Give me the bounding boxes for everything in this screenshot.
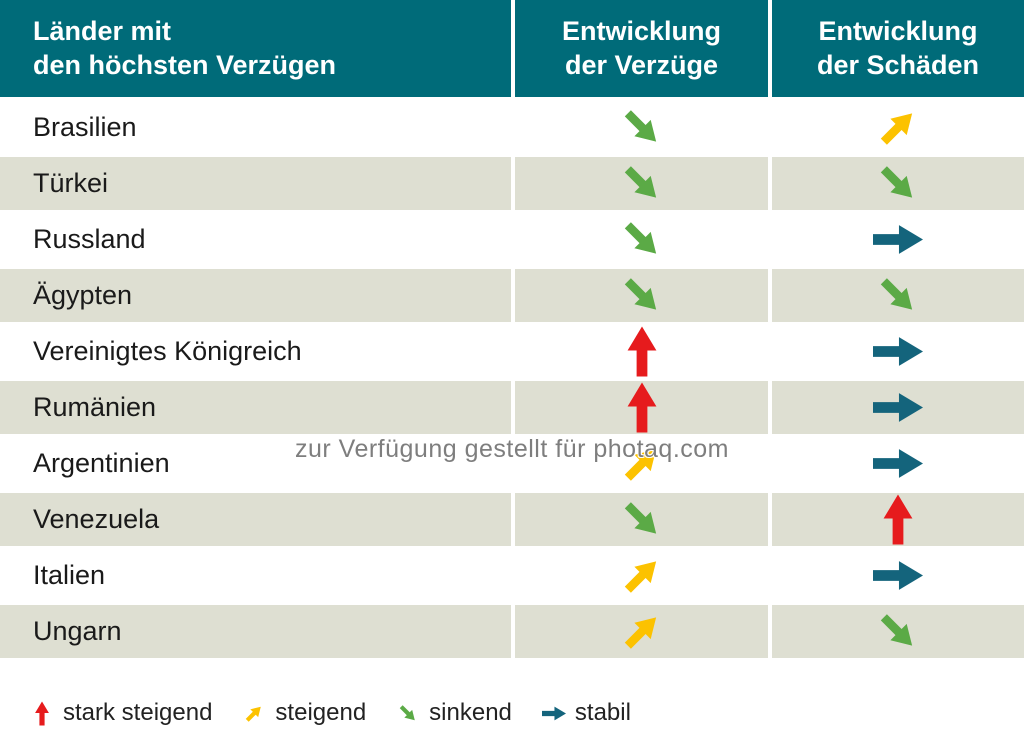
arrow-up-icon <box>627 382 656 433</box>
legend-item: sinkend <box>396 699 512 727</box>
legend-item: steigend <box>242 699 366 727</box>
schaeden-trend-cell <box>772 157 1024 210</box>
legend-item: stark steigend <box>30 699 212 727</box>
legend-item: stabil <box>541 699 631 727</box>
arrow-up-icon <box>627 326 656 377</box>
verzuege-trend-cell <box>515 101 768 154</box>
arrow-up-icon <box>35 701 49 725</box>
table-row: Brasilien <box>0 101 1024 154</box>
country-cell: Russland <box>0 213 511 266</box>
verzuege-trend-cell <box>515 157 768 210</box>
table-row: Türkei <box>0 157 1024 210</box>
table-row: Vereinigtes Königreich <box>0 325 1024 378</box>
country-cell: Venezuela <box>0 493 511 546</box>
country-cell: Türkei <box>0 157 511 210</box>
arrow-down-right-icon <box>624 110 656 142</box>
arrow-down-right-icon <box>880 166 913 198</box>
table-row: Italien <box>0 549 1024 602</box>
arrow-down-right-icon <box>880 278 913 310</box>
table-body: Brasilien Türkei Russland Ägypten Vereinigte… <box>0 101 1024 658</box>
trends-table: Länder mit den höchsten Verzügen Entwick… <box>0 0 1024 658</box>
table-row: Russland <box>0 213 1024 266</box>
table-row: Venezuela <box>0 493 1024 546</box>
arrow-down-right-icon <box>624 166 656 198</box>
table-row: Ägypten <box>0 269 1024 322</box>
country-cell: Ägypten <box>0 269 511 322</box>
arrow-up-right-icon <box>880 113 913 145</box>
arrow-up-right-icon <box>624 617 656 649</box>
schaeden-trend-cell <box>772 549 1024 602</box>
schaeden-trend-cell <box>772 605 1024 658</box>
schaeden-trend-cell <box>772 381 1024 434</box>
watermark: zur Verfügung gestellt für photaq.com <box>294 435 730 463</box>
schaeden-trend-cell <box>772 269 1024 322</box>
arrow-down-right-icon <box>624 278 656 310</box>
header-entwicklung-schaeden: Entwicklung der Schäden <box>772 0 1024 97</box>
country-cell: Brasilien <box>0 101 511 154</box>
arrow-up-right-icon <box>246 706 262 722</box>
country-cell: Argentinien <box>0 437 511 490</box>
country-cell: Ungarn <box>0 605 511 658</box>
arrow-down-right-icon <box>624 502 656 534</box>
verzuege-trend-cell <box>515 325 768 378</box>
country-cell: Italien <box>0 549 511 602</box>
table-row: Ungarn <box>0 605 1024 658</box>
schaeden-trend-cell <box>772 493 1024 546</box>
arrow-up-icon <box>883 494 913 545</box>
arrow-down-right-icon <box>880 614 913 646</box>
arrow-up-right-icon <box>624 449 656 481</box>
arrow-right-icon <box>873 561 923 590</box>
legend-label: stabil <box>574 699 631 726</box>
verzuege-trend-cell <box>515 493 768 546</box>
schaeden-trend-cell <box>772 325 1024 378</box>
table-header: Länder mit den höchsten Verzügen Entwick… <box>0 0 1024 97</box>
table-row: Rumänien <box>0 381 1024 434</box>
header-countries: Länder mit den höchsten Verzügen <box>0 0 511 97</box>
verzuege-trend-cell <box>515 381 768 434</box>
legend-label: stark steigend <box>63 699 213 726</box>
verzuege-trend-cell <box>515 437 768 490</box>
legend-label: sinkend <box>429 699 512 726</box>
verzuege-trend-cell <box>515 213 768 266</box>
schaeden-trend-cell <box>772 437 1024 490</box>
header-entwicklung-verzuege: Entwicklung der Verzüge <box>515 0 768 97</box>
verzuege-trend-cell <box>515 269 768 322</box>
country-cell: Rumänien <box>0 381 511 434</box>
verzuege-trend-cell <box>515 605 768 658</box>
arrow-right-icon <box>873 337 923 366</box>
country-cell: Vereinigtes Königreich <box>0 325 511 378</box>
arrow-up-right-icon <box>624 561 656 593</box>
arrow-right-icon <box>873 449 923 478</box>
schaeden-trend-cell <box>772 101 1024 154</box>
arrow-right-icon <box>873 225 923 254</box>
legend-label: steigend <box>275 699 367 726</box>
arrow-right-icon <box>541 706 566 720</box>
legend: stark steigend steigend sinkend stabil <box>30 695 631 731</box>
arrow-down-right-icon <box>624 222 656 254</box>
table-row: Argentinien <box>0 437 1024 490</box>
verzuege-trend-cell <box>515 549 768 602</box>
schaeden-trend-cell <box>772 213 1024 266</box>
arrow-down-right-icon <box>399 704 415 720</box>
arrow-right-icon <box>873 393 923 422</box>
